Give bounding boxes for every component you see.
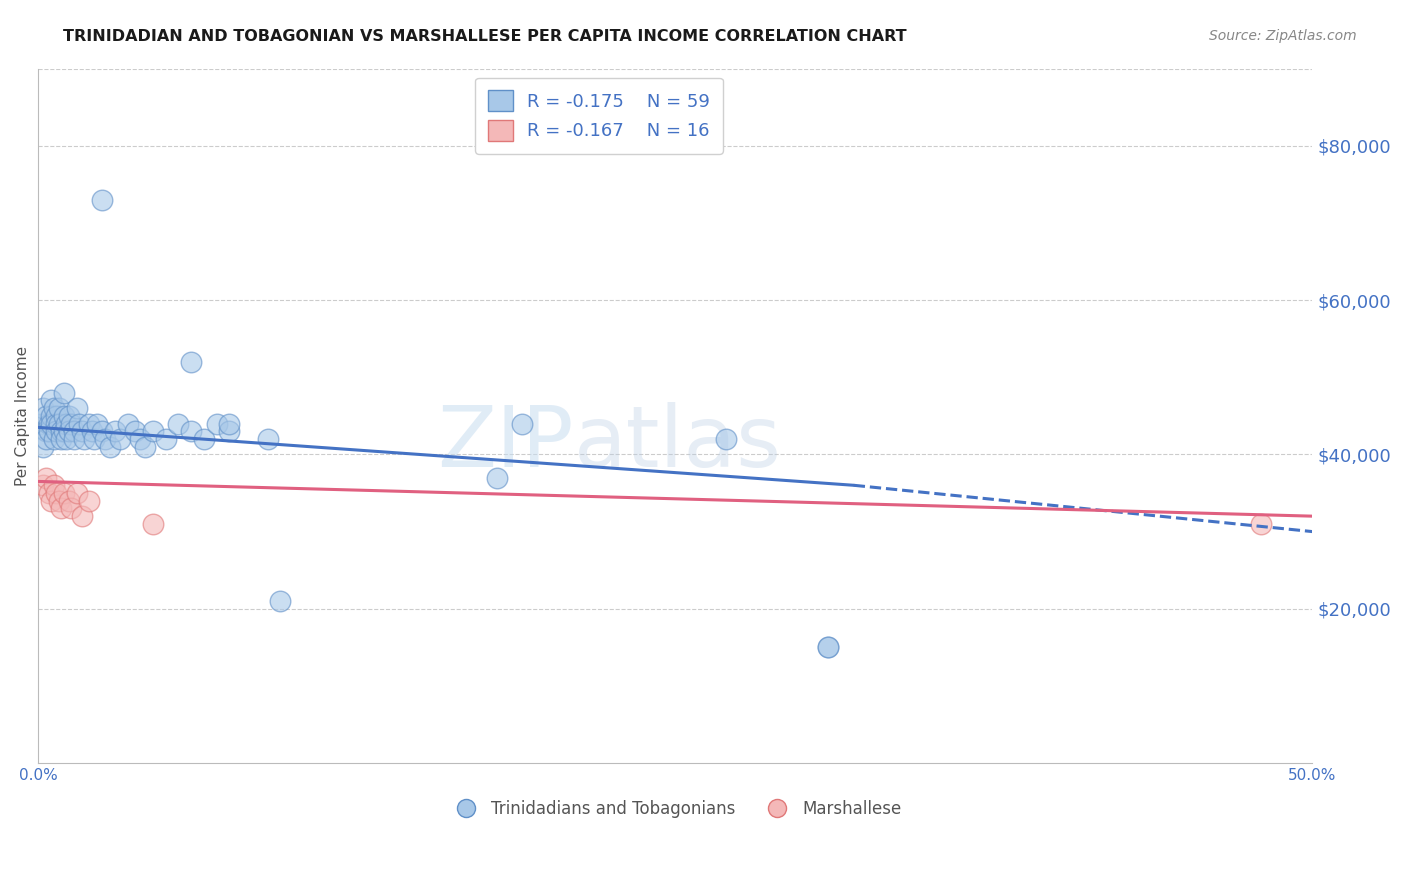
Point (58, 409, 80, 423)
Point (48, 417, 70, 431)
Point (1250, 516, 1272, 531)
Point (60, 501, 83, 516)
Point (39, 417, 62, 431)
Point (70, 509, 93, 524)
Point (155, 432, 177, 446)
Point (30, 417, 52, 431)
Point (35, 409, 58, 423)
Point (124, 424, 146, 438)
Point (51, 424, 73, 438)
Point (45, 409, 67, 423)
Point (52, 409, 75, 423)
Y-axis label: Per Capita Income: Per Capita Income (15, 346, 30, 486)
Point (218, 417, 240, 431)
Point (104, 424, 127, 438)
Point (45, 417, 67, 431)
Point (38, 486, 60, 500)
Point (35, 432, 58, 446)
Point (39, 409, 62, 423)
Point (63, 424, 86, 438)
Point (60, 417, 83, 431)
Point (80, 424, 103, 438)
Text: atlas: atlas (574, 402, 782, 485)
Point (58, 493, 80, 508)
Point (91, 424, 114, 438)
Point (716, 432, 738, 446)
Point (39, 493, 62, 508)
Point (32, 440, 55, 454)
Point (108, 432, 131, 446)
Point (67, 417, 90, 431)
Point (218, 424, 240, 438)
Point (512, 417, 534, 431)
Point (205, 417, 228, 431)
Point (52, 486, 75, 500)
Point (98, 440, 121, 454)
Point (38, 424, 60, 438)
Text: Source: ZipAtlas.com: Source: ZipAtlas.com (1209, 29, 1357, 43)
Point (55, 432, 77, 446)
Point (485, 470, 508, 484)
Point (79, 417, 101, 431)
Point (55, 417, 77, 431)
Point (52, 424, 75, 438)
Point (117, 417, 139, 431)
Legend: Trinidadians and Tobagonians, Marshallese: Trinidadians and Tobagonians, Marshalles… (443, 793, 908, 824)
Point (65, 401, 87, 416)
Point (256, 432, 278, 446)
Point (79, 493, 101, 508)
Point (32, 478, 55, 492)
Point (817, 640, 839, 655)
Point (83, 432, 105, 446)
Text: ZIP: ZIP (437, 402, 574, 485)
Point (93, 432, 115, 446)
Point (142, 424, 165, 438)
Point (180, 424, 202, 438)
Point (45, 486, 67, 500)
Point (65, 486, 87, 500)
Point (91, 193, 114, 207)
Point (48, 493, 70, 508)
Point (63, 432, 86, 446)
Point (134, 440, 156, 454)
Point (86, 417, 108, 431)
Point (51, 501, 73, 516)
Point (51, 432, 73, 446)
Point (35, 424, 58, 438)
Point (167, 417, 190, 431)
Point (42, 432, 65, 446)
Point (269, 594, 291, 608)
Point (42, 401, 65, 416)
Point (129, 432, 152, 446)
Point (38, 417, 60, 431)
Point (48, 401, 70, 416)
Point (32, 401, 55, 416)
Text: TRINIDADIAN AND TOBAGONIAN VS MARSHALLESE PER CAPITA INCOME CORRELATION CHART: TRINIDADIAN AND TOBAGONIAN VS MARSHALLES… (63, 29, 907, 44)
Point (180, 355, 202, 369)
Point (58, 424, 80, 438)
Point (45, 424, 67, 438)
Point (70, 424, 93, 438)
Point (817, 640, 839, 655)
Point (193, 432, 215, 446)
Point (142, 516, 165, 531)
Point (35, 470, 58, 484)
Point (42, 478, 65, 492)
Point (39, 393, 62, 408)
Point (52, 385, 75, 400)
Point (73, 432, 96, 446)
